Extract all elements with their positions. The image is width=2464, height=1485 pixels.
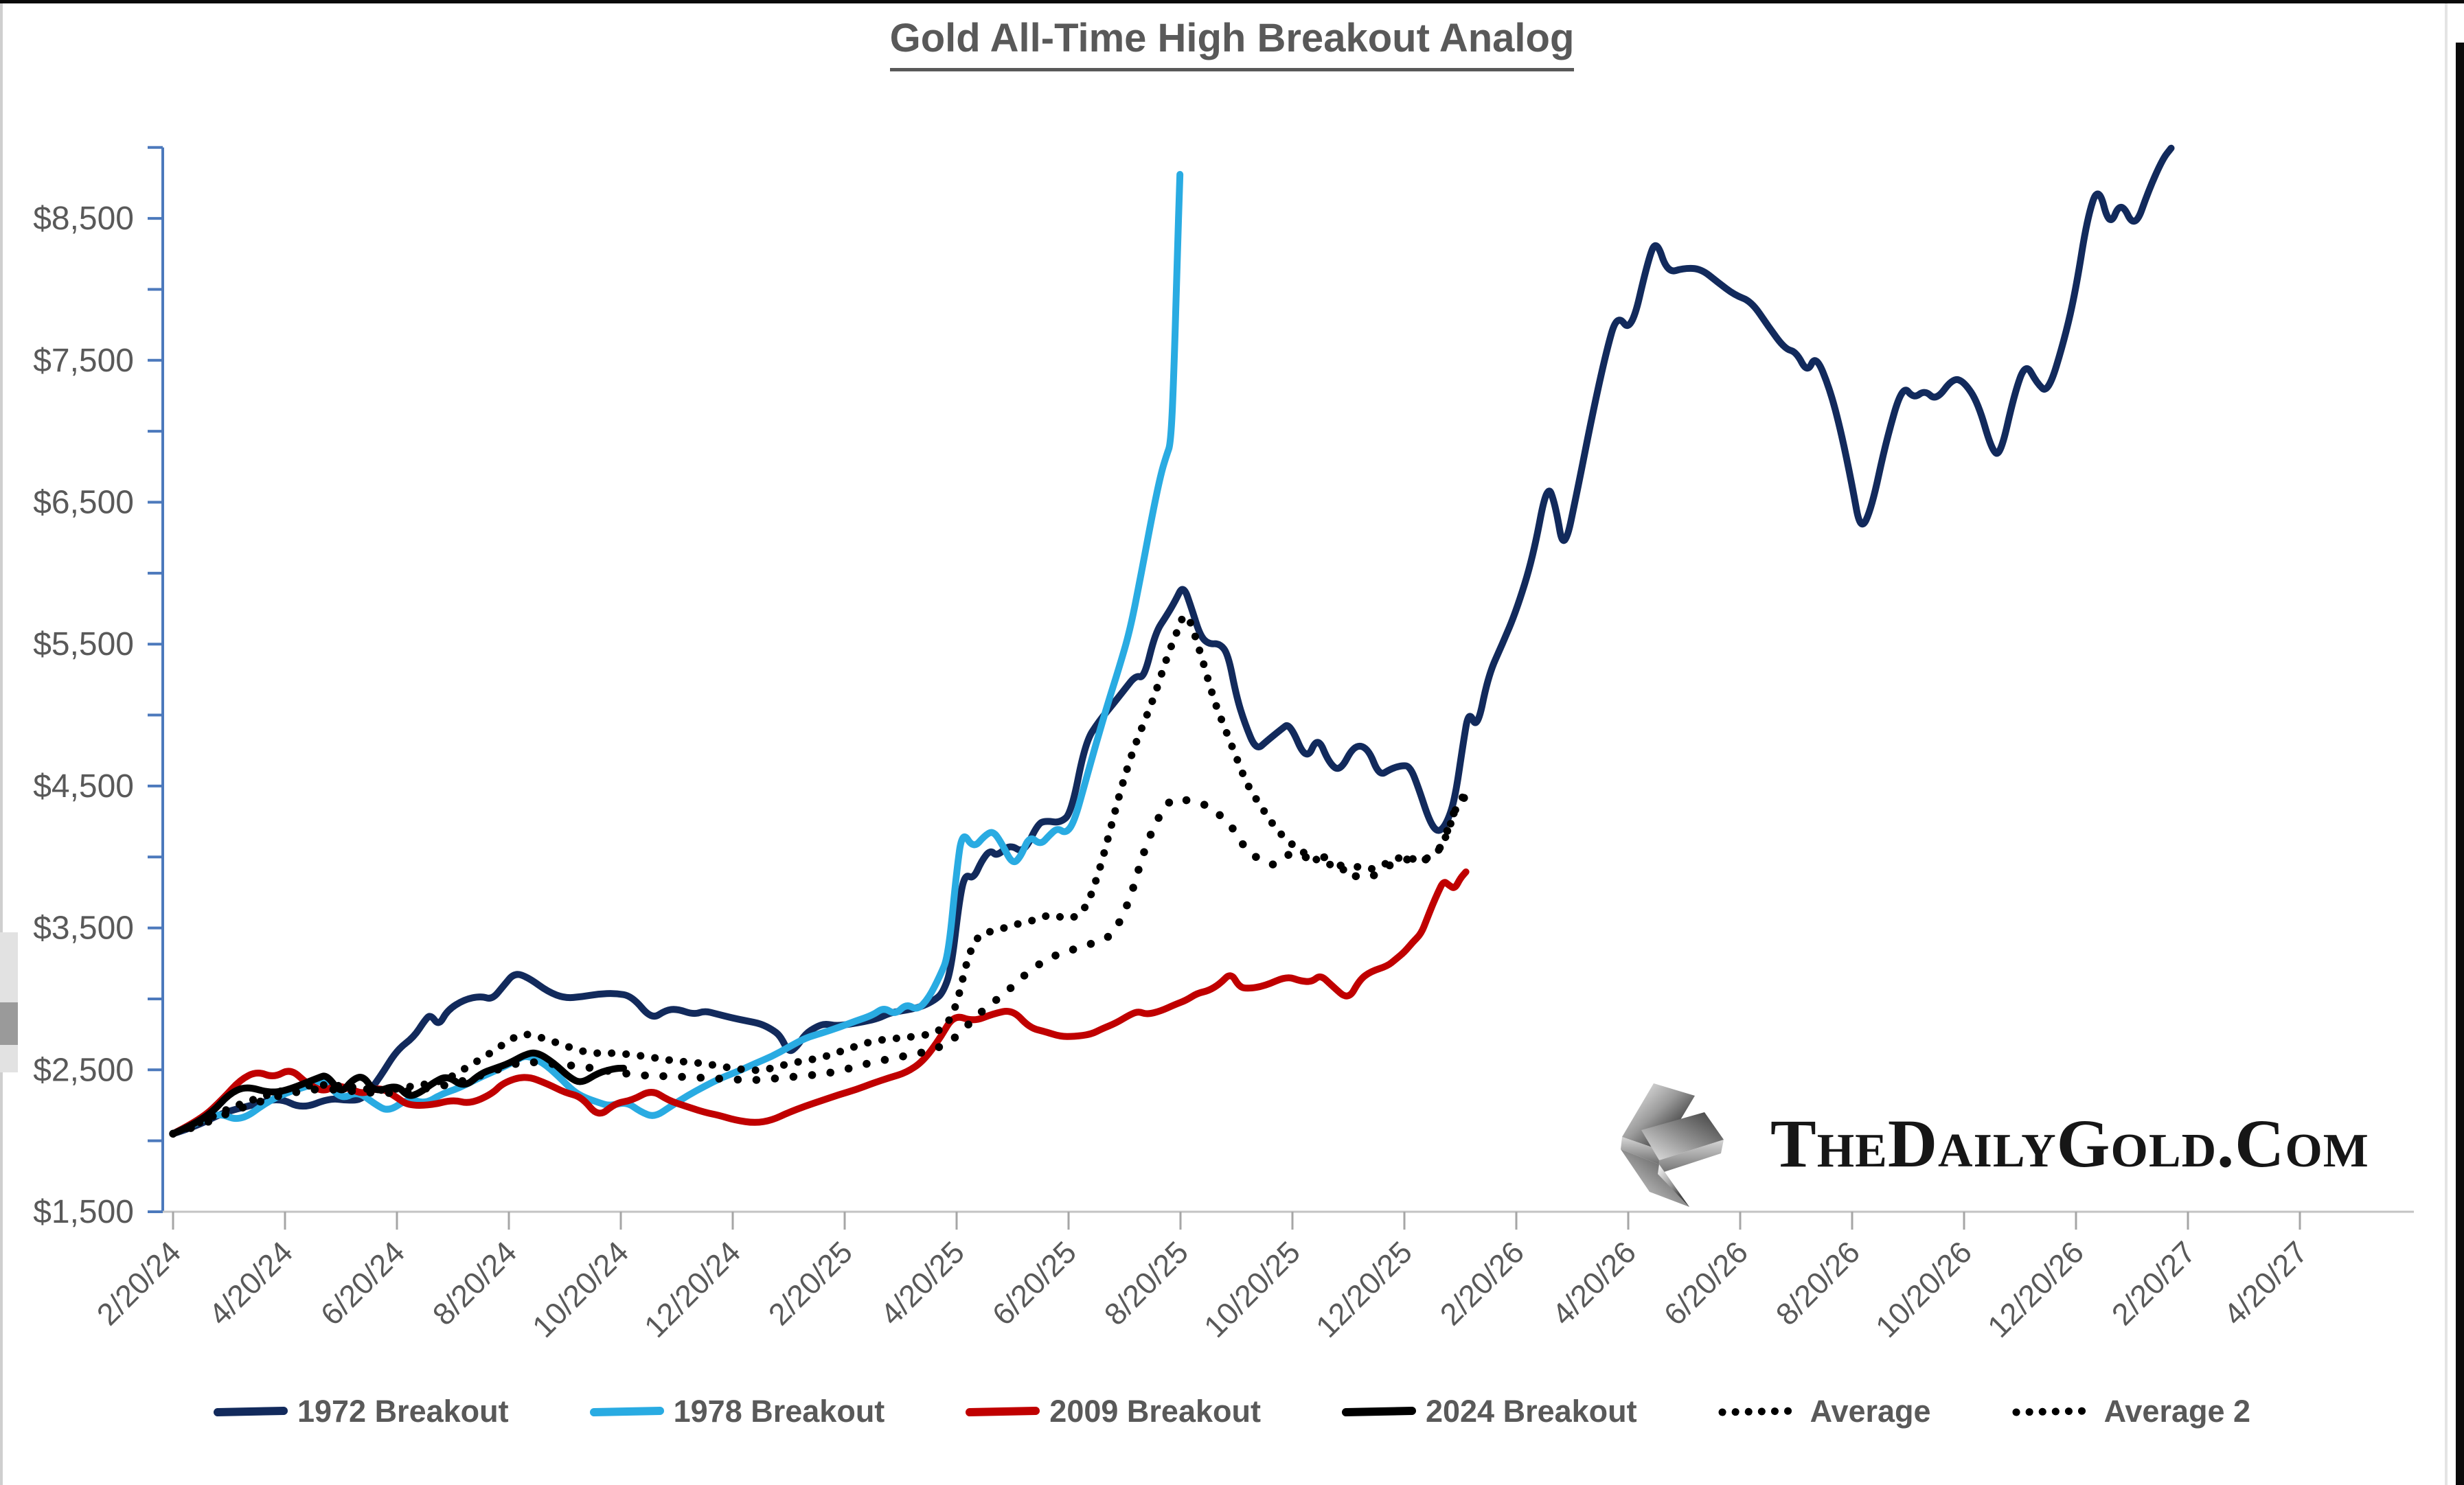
x-tick-label: 8/20/24 (426, 1234, 523, 1332)
x-tick-label: 6/20/25 (985, 1234, 1083, 1332)
x-tick-label: 6/20/24 (314, 1234, 411, 1332)
x-tick-label: 4/20/24 (202, 1234, 299, 1332)
dotted-line-swatch (2012, 1407, 2095, 1416)
legend-item-average: Average (1718, 1394, 1931, 1429)
legend-item-1978-breakout: 1978 Breakout (589, 1394, 885, 1429)
series-line-1972-breakout (170, 144, 2175, 1138)
series-line-average (169, 612, 1470, 1138)
legend-label-2009: 2009 Breakout (1049, 1394, 1261, 1429)
legend-item-average-2: Average 2 (2012, 1394, 2250, 1429)
series-line-2009-breakout (170, 868, 1470, 1138)
chart-title-row: Gold All-Time High Breakout Analog (0, 15, 2464, 71)
x-tick-label: 10/20/26 (1869, 1234, 1978, 1344)
x-tick-label: 10/20/25 (1197, 1234, 1307, 1344)
line-swatch (589, 1407, 664, 1416)
x-tick-label: 8/20/26 (1769, 1234, 1867, 1332)
logo: TheDailyGold.Com (1614, 1077, 2369, 1210)
legend-label-average: Average (1810, 1394, 1931, 1429)
x-tick-label: 4/20/26 (1545, 1234, 1643, 1332)
y-tick-label: $7,500 (33, 343, 134, 379)
x-tick-label: 6/20/26 (1657, 1234, 1755, 1332)
page-title: Gold All-Time High Breakout Analog (889, 15, 1575, 71)
x-tick-label: 2/20/25 (762, 1234, 859, 1332)
logo-text: TheDailyGold.Com (1770, 1105, 2369, 1182)
legend-swatch-average-2 (2012, 1407, 2095, 1416)
legend-label-1972: 1972 Breakout (297, 1394, 509, 1429)
line-swatch (213, 1407, 288, 1416)
x-tick-label: 2/20/26 (1433, 1234, 1531, 1332)
x-tick-label: 4/20/27 (2217, 1234, 2314, 1332)
legend-label-average-2: Average 2 (2103, 1394, 2251, 1429)
legend-swatch-1972 (213, 1407, 288, 1416)
y-tick-label: $5,500 (33, 626, 134, 663)
legend-label-2024: 2024 Breakout (1425, 1394, 1637, 1429)
x-tick-label: 4/20/25 (874, 1234, 971, 1332)
legend: 1972 Breakout 1978 Breakout 2009 Breakou… (0, 1394, 2464, 1429)
line-swatch (1341, 1407, 1416, 1416)
x-tick-label: 2/20/24 (90, 1234, 187, 1332)
window-right-edge (2445, 3, 2448, 1485)
legend-item-2009-breakout: 2009 Breakout (966, 1394, 1261, 1429)
y-tick-label: $3,500 (33, 910, 134, 947)
window-left-border (0, 3, 3, 1485)
x-tick-label: 12/20/26 (1981, 1234, 2090, 1344)
left-scrollbar-thumb[interactable] (0, 1002, 18, 1045)
legend-swatch-2024 (1341, 1407, 1416, 1416)
legend-item-1972-breakout: 1972 Breakout (213, 1394, 509, 1429)
window-top-border (0, 0, 2464, 3)
x-tick-label: 8/20/25 (1097, 1234, 1195, 1332)
window-right-border (2456, 43, 2464, 1485)
y-tick-label: $4,500 (33, 768, 134, 805)
y-tick-label: $6,500 (33, 485, 134, 521)
x-tick-label: 2/20/27 (2105, 1234, 2202, 1332)
line-swatch (966, 1407, 1040, 1416)
legend-swatch-2009 (966, 1407, 1040, 1416)
x-tick-label: 12/20/24 (637, 1234, 747, 1344)
dotted-line-swatch (1718, 1407, 1801, 1416)
x-tick-label: 10/20/24 (525, 1234, 635, 1344)
legend-item-2024-breakout: 2024 Breakout (1341, 1394, 1637, 1429)
y-tick-label: $8,500 (33, 200, 134, 237)
series-line-1978-breakout (170, 171, 1184, 1138)
series-line-average-2 (169, 789, 1473, 1138)
x-tick-label: 12/20/25 (1309, 1234, 1419, 1344)
legend-label-1978: 1978 Breakout (673, 1394, 885, 1429)
y-tick-label: $2,500 (33, 1052, 134, 1088)
legend-swatch-average (1718, 1407, 1801, 1416)
gold-bars-icon (1621, 1083, 1724, 1207)
legend-swatch-1978 (589, 1407, 664, 1416)
y-tick-label: $1,500 (33, 1194, 134, 1230)
